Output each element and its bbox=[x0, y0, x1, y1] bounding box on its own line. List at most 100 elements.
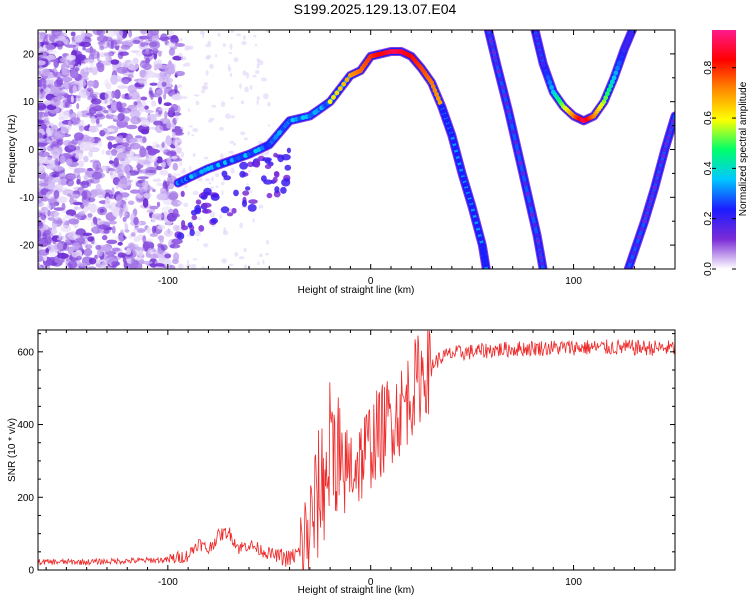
noise-blob bbox=[105, 128, 114, 133]
trace-intensity-dot bbox=[494, 61, 499, 66]
trace-intensity-dot bbox=[444, 118, 450, 124]
noise-blob bbox=[266, 239, 269, 245]
noise-blob bbox=[229, 140, 234, 144]
trace-intensity-dot bbox=[511, 129, 516, 135]
noise-blob bbox=[54, 242, 64, 251]
noise-blob bbox=[150, 30, 159, 36]
trace-intensity-dot bbox=[483, 262, 489, 268]
snr-y-tick-label: 600 bbox=[17, 347, 34, 358]
snr-series-line bbox=[38, 330, 675, 570]
noise-blob bbox=[127, 264, 136, 269]
trace-intensity-dot bbox=[280, 126, 286, 132]
noise-blob bbox=[46, 156, 52, 163]
noise-blob bbox=[106, 166, 110, 174]
noise-blob bbox=[233, 57, 239, 63]
noise-blob bbox=[191, 133, 194, 137]
noise-blob bbox=[252, 218, 255, 223]
trace-intensity-dot bbox=[603, 95, 609, 101]
trace-scatter-blob bbox=[210, 217, 218, 224]
noise-blob bbox=[95, 244, 102, 251]
noise-blob bbox=[133, 217, 139, 226]
trace-intensity-dot bbox=[439, 104, 445, 109]
noise-blob bbox=[111, 148, 118, 156]
noise-blob bbox=[58, 232, 62, 239]
noise-blob bbox=[183, 202, 189, 208]
noise-blob bbox=[265, 253, 269, 256]
noise-blob bbox=[243, 247, 247, 253]
trace-intensity-dot bbox=[525, 191, 530, 197]
noise-blob bbox=[103, 229, 110, 234]
trace-scatter-blob bbox=[264, 164, 272, 170]
noise-blob bbox=[97, 41, 106, 45]
trace-scatter-blob bbox=[223, 175, 231, 181]
noise-blob bbox=[175, 115, 179, 122]
noise-blob bbox=[78, 89, 90, 99]
noise-blob bbox=[171, 94, 183, 101]
noise-blob bbox=[136, 164, 144, 169]
noise-blob bbox=[114, 235, 124, 242]
noise-blob bbox=[57, 252, 69, 259]
noise-blob bbox=[192, 258, 198, 261]
noise-blob bbox=[109, 171, 113, 176]
snr-frame bbox=[37, 329, 676, 571]
snr-y-tick-label: 400 bbox=[17, 420, 34, 431]
trace-intensity-dot bbox=[620, 51, 625, 57]
trace-intensity-dot bbox=[667, 130, 673, 136]
noise-blob bbox=[45, 87, 50, 94]
spectrogram-y-tick-label: 20 bbox=[23, 49, 35, 60]
noise-blob bbox=[166, 136, 172, 146]
noise-blob bbox=[179, 160, 183, 167]
noise-blob bbox=[50, 78, 55, 86]
trace-intensity-dot bbox=[639, 226, 645, 232]
noise-blob bbox=[219, 214, 222, 219]
noise-blob bbox=[174, 139, 178, 149]
noise-blob bbox=[92, 30, 104, 36]
noise-blob bbox=[203, 82, 208, 86]
noise-blob bbox=[116, 101, 123, 111]
noise-blob bbox=[95, 111, 104, 118]
noise-blob bbox=[115, 30, 124, 39]
noise-blob bbox=[142, 63, 152, 71]
noise-blob bbox=[100, 245, 112, 252]
trace-scatter-blob bbox=[201, 202, 212, 208]
noise-blob bbox=[66, 179, 75, 187]
trace-intensity-dot bbox=[344, 77, 350, 83]
trace-intensity-dot bbox=[434, 92, 439, 97]
snr-y-axis: 0 200 400 600 bbox=[17, 333, 675, 577]
noise-blob bbox=[127, 60, 139, 71]
noise-blob bbox=[135, 49, 143, 57]
trace-intensity-dot bbox=[545, 75, 551, 81]
noise-blob bbox=[192, 190, 199, 196]
noise-blob bbox=[156, 193, 168, 201]
noise-blob bbox=[97, 140, 103, 148]
trace-intensity-dot bbox=[490, 44, 495, 50]
noise-blob bbox=[70, 95, 74, 103]
trace-intensity-dot bbox=[437, 100, 443, 105]
noise-blob bbox=[73, 132, 84, 141]
noise-blob bbox=[239, 222, 243, 229]
spectrogram-x-tick-label: -100 bbox=[158, 276, 178, 287]
noise-blob bbox=[96, 249, 103, 257]
trace-intensity-dot bbox=[618, 56, 624, 62]
noise-blob bbox=[103, 52, 114, 57]
trace-scatter-blob bbox=[239, 161, 249, 170]
noise-blob bbox=[169, 126, 175, 130]
noise-blob bbox=[124, 146, 132, 152]
noise-blob bbox=[211, 176, 214, 182]
trace-intensity-dot bbox=[506, 108, 511, 114]
noise-blob bbox=[157, 107, 168, 111]
noise-blob bbox=[208, 119, 213, 123]
noise-blob bbox=[144, 105, 149, 110]
trace-intensity-dot bbox=[471, 210, 477, 216]
noise-blob bbox=[72, 201, 83, 206]
trace-scatter-blob bbox=[239, 170, 246, 178]
trace-scatter-blob bbox=[220, 206, 230, 214]
noise-blob bbox=[38, 37, 43, 43]
noise-blob bbox=[186, 259, 190, 265]
noise-blob bbox=[174, 84, 178, 94]
noise-blob bbox=[45, 191, 55, 200]
noise-blob bbox=[199, 30, 205, 35]
trace-intensity-dot bbox=[615, 65, 620, 71]
noise-blob bbox=[63, 175, 74, 180]
noise-blob bbox=[149, 233, 158, 237]
